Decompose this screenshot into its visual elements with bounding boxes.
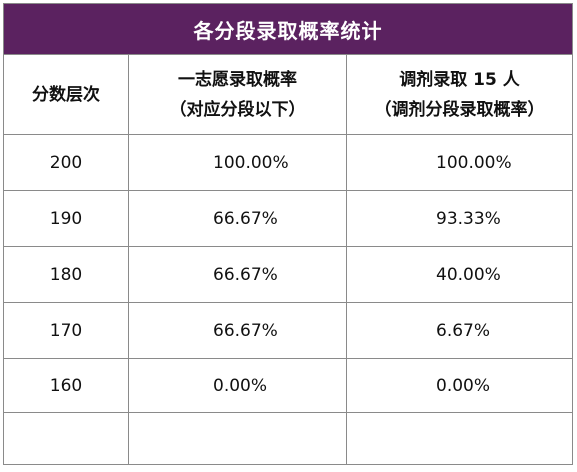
adjusted-cell: 100.00%	[346, 135, 572, 191]
score-cell: 200	[49, 153, 83, 173]
table-row: 170 66.67% 6.67%	[4, 302, 572, 359]
header-first-choice-line2: （对应分段以下）	[169, 100, 306, 120]
adjusted-cell: 0.00%	[346, 359, 572, 413]
header-score-level-label: 分数层次	[32, 85, 100, 105]
header-score-level: 分数层次	[4, 55, 128, 135]
table-row-empty	[4, 412, 572, 465]
adjusted-cell: 93.33%	[346, 191, 572, 247]
table-row: 180 66.67% 40.00%	[4, 246, 572, 303]
probability-table: 各分段录取概率统计 分数层次 一志愿录取概率 （对应分段以下） 调剂录取 15 …	[3, 3, 573, 465]
header-adjusted: 调剂录取 15 人 （调剂分段录取概率）	[346, 55, 572, 135]
first-choice-cell: 66.67%	[128, 191, 346, 247]
table-row: 160 0.00% 0.00%	[4, 358, 572, 413]
first-choice-cell: 66.67%	[128, 247, 346, 303]
header-adjusted-line1: 调剂录取 15 人	[399, 70, 520, 90]
first-choice-cell: 100.00%	[128, 135, 346, 191]
score-cell: 170	[49, 321, 83, 341]
header-adjusted-line2: （调剂分段录取概率）	[374, 100, 545, 120]
adjusted-cell: 6.67%	[346, 303, 572, 359]
first-choice-cell: 0.00%	[128, 359, 346, 413]
score-cell: 180	[49, 265, 83, 285]
table-row: 190 66.67% 93.33%	[4, 190, 572, 247]
header-row: 分数层次 一志愿录取概率 （对应分段以下） 调剂录取 15 人 （调剂分段录取概…	[4, 54, 572, 135]
score-cell: 190	[49, 209, 83, 229]
adjusted-cell	[346, 413, 572, 465]
adjusted-cell: 40.00%	[346, 247, 572, 303]
score-cell: 160	[49, 376, 83, 396]
first-choice-cell: 66.67%	[128, 303, 346, 359]
header-first-choice: 一志愿录取概率 （对应分段以下）	[128, 55, 346, 135]
first-choice-cell	[128, 413, 346, 465]
header-first-choice-line1: 一志愿录取概率	[178, 70, 297, 90]
score-cell	[4, 413, 128, 465]
table-title: 各分段录取概率统计	[4, 4, 572, 54]
table-row: 200 100.00% 100.00%	[4, 134, 572, 191]
